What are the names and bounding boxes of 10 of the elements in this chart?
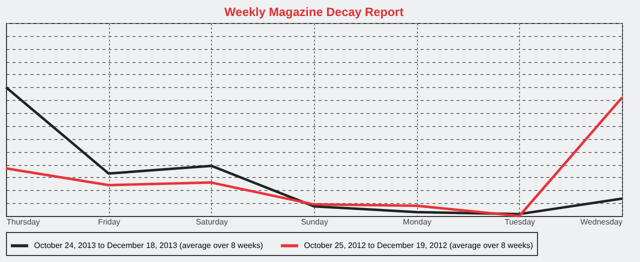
- legend-label: October 25, 2012 to December 19, 2012 (average over 8 weeks): [304, 240, 534, 250]
- x-tick-label: Thursday: [6, 218, 40, 226]
- x-tick-label: Friday: [98, 218, 120, 226]
- legend-label: October 24, 2013 to December 18, 2013 (average over 8 weeks): [34, 240, 264, 250]
- x-tick-label: Sunday: [300, 218, 328, 226]
- chart-title: Weekly Magazine Decay Report: [224, 5, 404, 19]
- x-tick-label: Monday: [402, 218, 432, 226]
- x-tick-label: Tuesday: [504, 218, 536, 226]
- x-tick-label: Saturday: [196, 218, 228, 226]
- x-tick-label: Wednesday: [580, 218, 622, 226]
